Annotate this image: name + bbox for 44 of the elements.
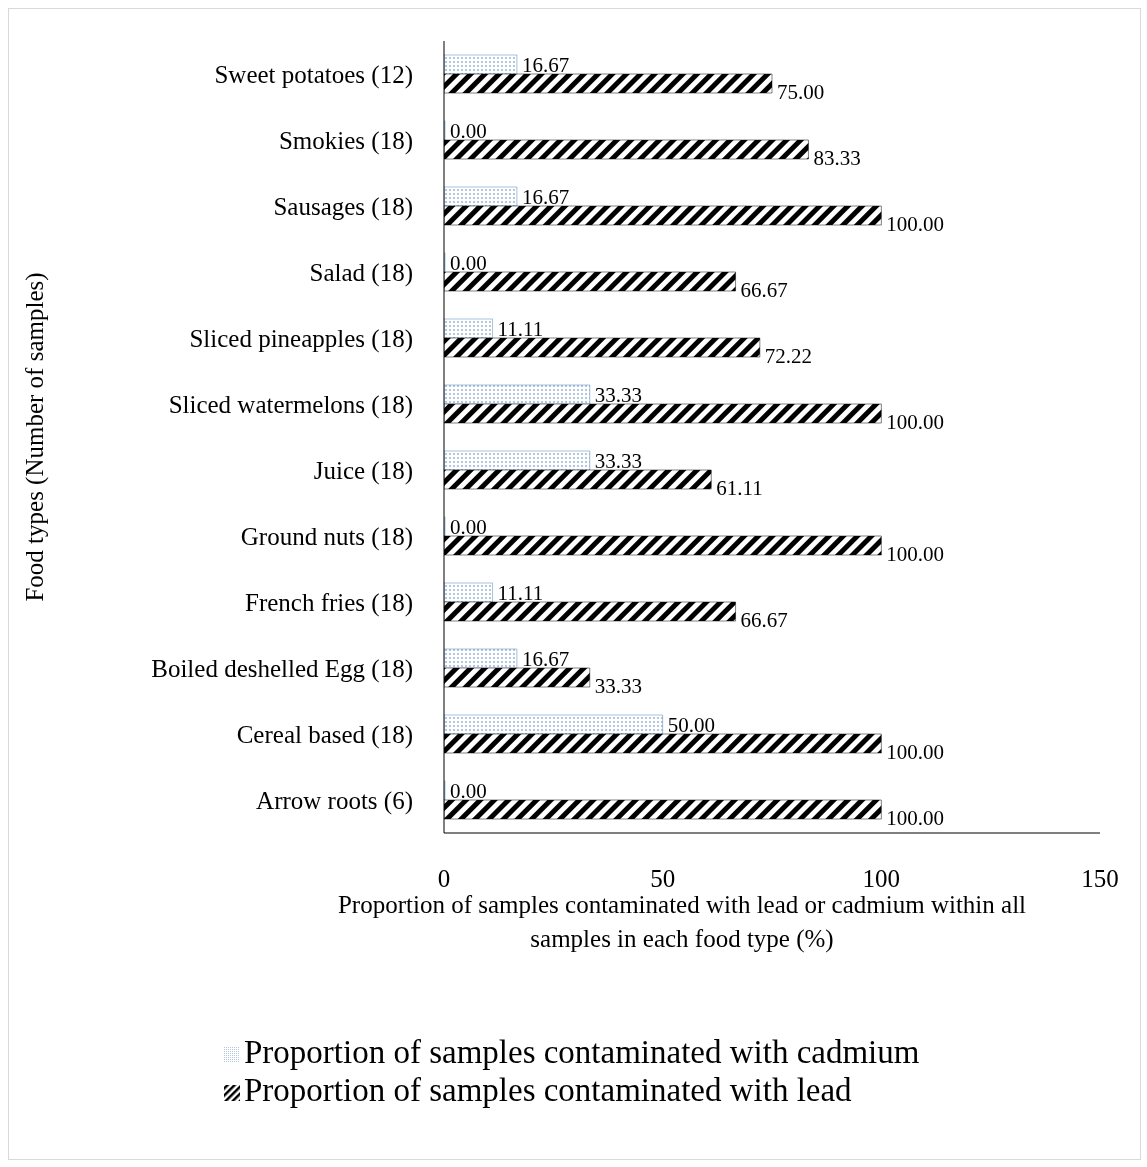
y-tick-label: Sweet potatoes (12) <box>214 60 413 89</box>
data-label: 66.67 <box>740 607 788 632</box>
y-tick-label: Sliced pineapples (18) <box>189 324 413 353</box>
data-label: 11.11 <box>497 316 544 341</box>
data-label: 33.33 <box>594 448 643 473</box>
data-label: 16.67 <box>521 184 570 209</box>
y-axis-title: Food types (Number of samples) <box>20 272 49 602</box>
data-label: 83.33 <box>813 145 861 170</box>
y-tick-label: Sausages (18) <box>273 192 413 221</box>
data-label: 66.67 <box>740 277 788 302</box>
x-tick-label: 100 <box>862 864 901 892</box>
data-label: 61.11 <box>716 475 763 500</box>
data-label: 100.00 <box>886 409 945 434</box>
data-label: 100.00 <box>886 541 945 566</box>
y-tick-label: Cereal based (18) <box>236 720 413 749</box>
legend-label: Proportion of samples contaminated with lead <box>244 1072 852 1108</box>
y-tick-label: French fries (18) <box>245 588 413 617</box>
data-label: 100.00 <box>886 211 945 236</box>
y-tick-label: Salad (18) <box>309 258 413 287</box>
data-label: 100.00 <box>886 805 945 830</box>
y-tick-label: Smokies (18) <box>278 126 413 155</box>
data-label: 0.00 <box>450 778 487 803</box>
data-label: 50.00 <box>667 712 715 737</box>
data-label: 0.00 <box>450 514 487 539</box>
y-tick-label: Ground nuts (18) <box>240 522 413 551</box>
x-tick-label: 150 <box>1081 864 1119 892</box>
data-label: 16.67 <box>521 646 570 671</box>
data-label: 0.00 <box>450 250 487 275</box>
data-label: 0.00 <box>450 118 487 143</box>
y-tick-label: Juice (18) <box>313 456 413 485</box>
data-label: 75.00 <box>777 79 825 104</box>
y-tick-label: Boiled deshelled Egg (18) <box>151 654 413 683</box>
y-tick-label: Arrow roots (6) <box>256 786 413 815</box>
data-label: 33.33 <box>594 673 643 698</box>
data-label: 11.11 <box>497 580 544 605</box>
x-tick-label: 50 <box>650 864 676 892</box>
data-label: 16.67 <box>521 52 570 77</box>
x-tick-label: 0 <box>437 864 451 892</box>
y-tick-label: Sliced watermelons (18) <box>168 390 413 419</box>
data-label: 100.00 <box>886 739 945 764</box>
data-label: 33.33 <box>594 382 643 407</box>
x-axis-title: Proportion of samples contaminated with lead or cadmium within all samples in each food type (%) <box>337 891 1027 953</box>
legend-label: Proportion of samples contaminated with cadmium <box>244 1034 920 1070</box>
data-label: 72.22 <box>764 343 813 368</box>
